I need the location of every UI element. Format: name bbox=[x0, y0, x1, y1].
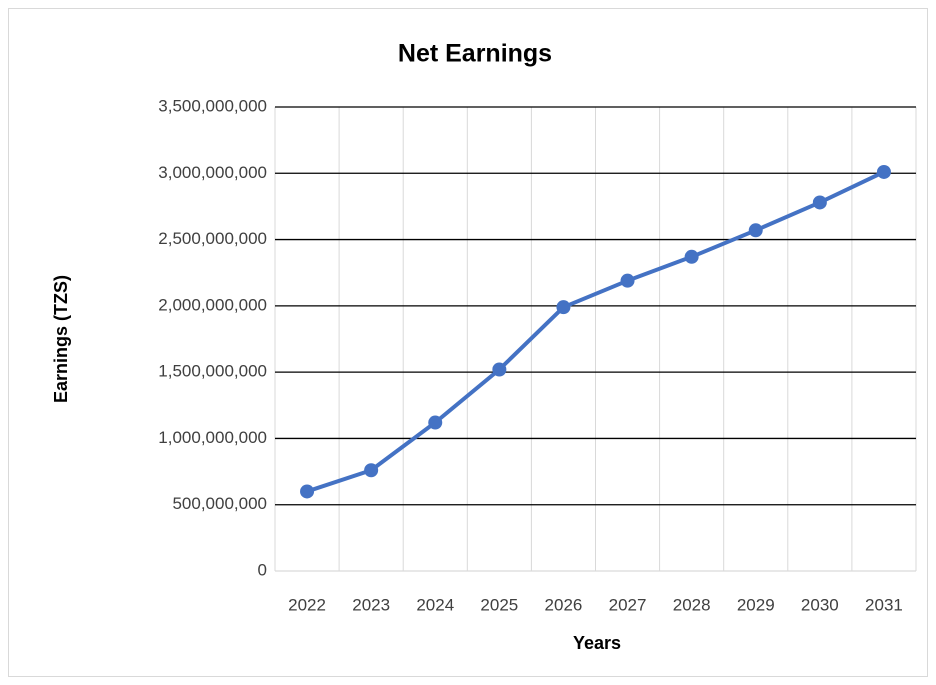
x-axis-label: Years bbox=[573, 633, 621, 653]
data-point bbox=[300, 484, 315, 499]
x-tick-label: 2029 bbox=[737, 595, 775, 614]
data-point bbox=[684, 249, 699, 264]
x-tick-label: 2024 bbox=[416, 595, 454, 614]
x-tick-label: 2027 bbox=[609, 595, 647, 614]
y-tick-label: 0 bbox=[258, 560, 267, 579]
data-point bbox=[748, 223, 763, 238]
y-tick-label: 1,000,000,000 bbox=[158, 428, 267, 447]
x-tick-label: 2031 bbox=[865, 595, 903, 614]
x-tick-label: 2028 bbox=[673, 595, 711, 614]
y-axis-label: Earnings (TZS) bbox=[51, 275, 71, 403]
data-point bbox=[428, 415, 443, 430]
data-point bbox=[620, 273, 635, 288]
x-tick-label: 2023 bbox=[352, 595, 390, 614]
y-tick-label: 2,000,000,000 bbox=[158, 295, 267, 314]
y-tick-label: 3,500,000,000 bbox=[158, 96, 267, 115]
line-series bbox=[306, 170, 885, 494]
y-tick-label: 2,500,000,000 bbox=[158, 229, 267, 248]
data-point bbox=[556, 300, 571, 315]
data-point bbox=[812, 195, 827, 210]
x-tick-label: 2030 bbox=[801, 595, 839, 614]
x-tick-label: 2022 bbox=[288, 595, 326, 614]
x-tick-label: 2025 bbox=[480, 595, 518, 614]
data-point bbox=[876, 164, 891, 179]
chart-title: Net Earnings bbox=[398, 40, 552, 68]
y-tick-label: 1,500,000,000 bbox=[158, 362, 267, 381]
y-tick-label: 500,000,000 bbox=[172, 494, 267, 513]
x-tick-label: 2026 bbox=[545, 595, 583, 614]
y-tick-label: 3,000,000,000 bbox=[158, 163, 267, 182]
chart-border bbox=[8, 8, 928, 677]
data-point bbox=[492, 362, 507, 377]
data-point bbox=[364, 463, 379, 478]
